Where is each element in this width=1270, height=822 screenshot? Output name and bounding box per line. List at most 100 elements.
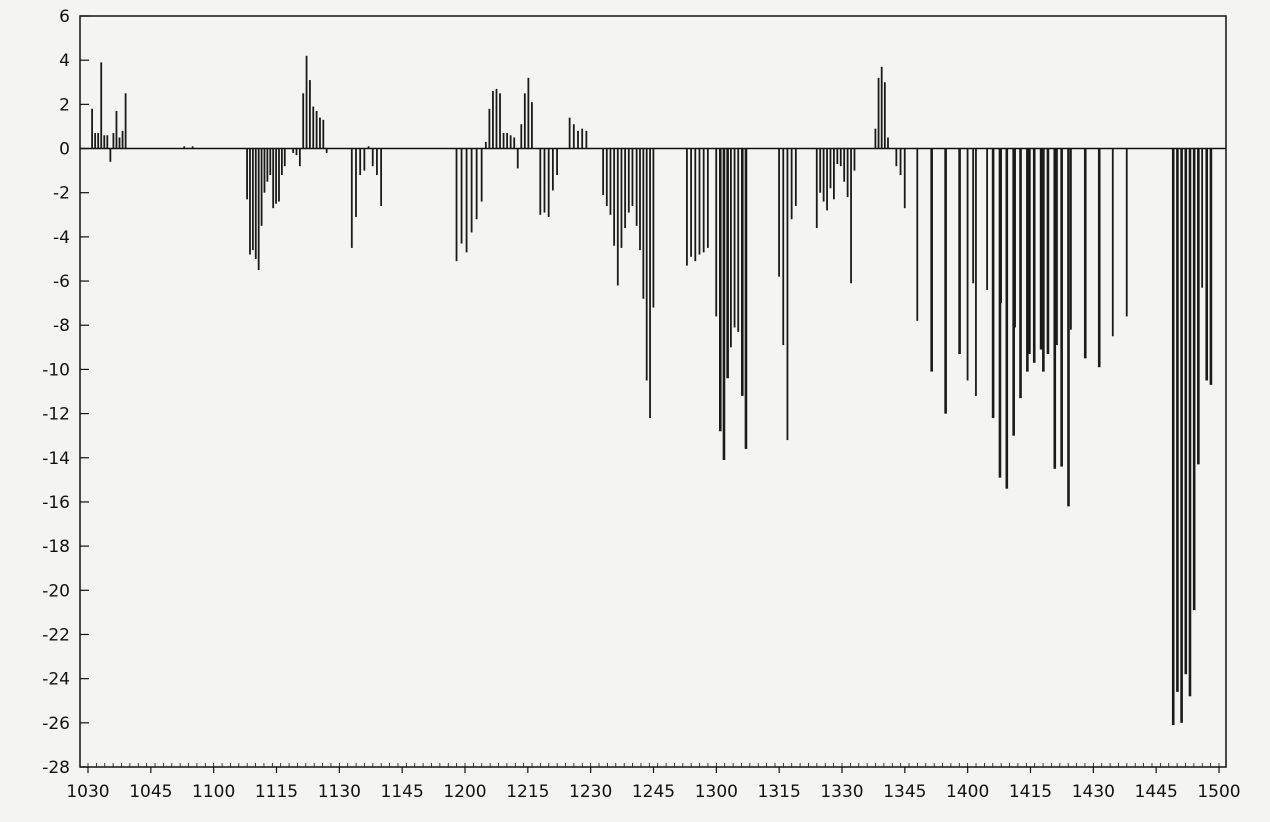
- bar: [899, 148, 902, 176]
- bar: [568, 117, 571, 149]
- bar: [627, 148, 630, 213]
- y-tick-label: -12: [42, 405, 70, 425]
- bar: [295, 148, 298, 156]
- bar: [903, 148, 906, 209]
- bar: [1111, 148, 1114, 337]
- x-tick-label: 1200: [443, 782, 486, 802]
- bar: [315, 110, 318, 149]
- bar: [118, 137, 121, 149]
- bar: [513, 137, 516, 149]
- bar: [822, 148, 825, 202]
- bar: [966, 148, 969, 381]
- bar: [249, 148, 251, 255]
- bar: [605, 148, 608, 206]
- bar: [367, 146, 370, 149]
- bar: [744, 148, 748, 449]
- bar: [778, 148, 780, 277]
- bar: [880, 66, 883, 149]
- bar: [944, 148, 947, 414]
- x-tick-label: 1100: [192, 782, 235, 802]
- bar: [1201, 148, 1204, 288]
- bar: [516, 148, 519, 169]
- y-tick-label: -6: [53, 272, 70, 292]
- y-tick-label: 2: [59, 95, 70, 115]
- bar: [635, 148, 638, 226]
- bar: [991, 148, 995, 419]
- bar: [492, 91, 494, 149]
- bar: [547, 148, 550, 218]
- bar: [718, 148, 722, 432]
- bar: [1019, 148, 1022, 399]
- bar: [455, 148, 458, 262]
- bar: [815, 148, 818, 229]
- bar: [322, 119, 325, 149]
- bar: [733, 148, 736, 328]
- y-tick-label: 6: [59, 7, 70, 27]
- bar: [1197, 148, 1200, 465]
- bar: [246, 148, 248, 200]
- bar: [972, 148, 975, 284]
- bar: [509, 135, 512, 149]
- bar: [639, 148, 641, 251]
- bar: [1083, 148, 1087, 359]
- bar: [97, 133, 100, 149]
- x-tick-label: 1045: [129, 782, 172, 802]
- bar: [460, 148, 463, 244]
- bar: [269, 148, 272, 176]
- bar: [475, 148, 478, 220]
- bar: [1097, 148, 1101, 368]
- bar: [1039, 148, 1043, 350]
- y-tick-label: -4: [53, 228, 70, 248]
- y-axis: 6 4 2 0 -2 -4 -6 -8 -10 -12 -14 -16 -18 -20 -22 -24 -26 -…: [42, 7, 89, 778]
- bar: [986, 148, 989, 290]
- bar: [998, 148, 1002, 478]
- y-tick-label: -10: [42, 360, 70, 380]
- y-tick-label: -8: [53, 316, 70, 336]
- bar: [499, 93, 501, 149]
- bar: [112, 133, 115, 149]
- bar: [298, 148, 301, 167]
- bar: [495, 88, 498, 149]
- bar: [302, 93, 305, 149]
- bar: [543, 148, 546, 213]
- bar: [883, 82, 886, 149]
- bar: [1184, 148, 1188, 675]
- bar: [620, 148, 623, 248]
- y-tick-label: -16: [42, 493, 70, 513]
- bar: [1069, 148, 1072, 330]
- x-tick-label: 1445: [1135, 782, 1178, 802]
- y-tick-label: -2: [53, 184, 70, 204]
- bar: [1188, 148, 1192, 697]
- bar: [916, 148, 919, 321]
- bar: [1209, 148, 1213, 385]
- bar: [470, 148, 473, 233]
- x-tick-label: 1300: [695, 782, 738, 802]
- bar: [1028, 148, 1031, 354]
- bar: [690, 148, 692, 257]
- bar: [581, 128, 584, 149]
- y-tick-label: -20: [42, 581, 70, 601]
- bar: [722, 148, 726, 460]
- bar: [616, 148, 619, 286]
- y-tick-label: -18: [42, 537, 70, 557]
- bar: [480, 148, 483, 202]
- bar: [1180, 148, 1183, 723]
- bar: [275, 148, 277, 204]
- bar: [106, 135, 109, 149]
- bar: [100, 62, 103, 149]
- bar: [183, 146, 186, 149]
- bar: [502, 133, 505, 149]
- bar: [642, 148, 645, 299]
- bar: [1046, 148, 1050, 354]
- bar: [121, 130, 124, 149]
- bar: [786, 148, 789, 441]
- bar: [539, 148, 542, 215]
- bar: [839, 148, 842, 167]
- bar: [325, 148, 328, 153]
- bar: [624, 148, 627, 229]
- bar: [609, 148, 612, 215]
- bar: [109, 148, 112, 162]
- bar: [649, 148, 651, 419]
- bar: [556, 148, 558, 176]
